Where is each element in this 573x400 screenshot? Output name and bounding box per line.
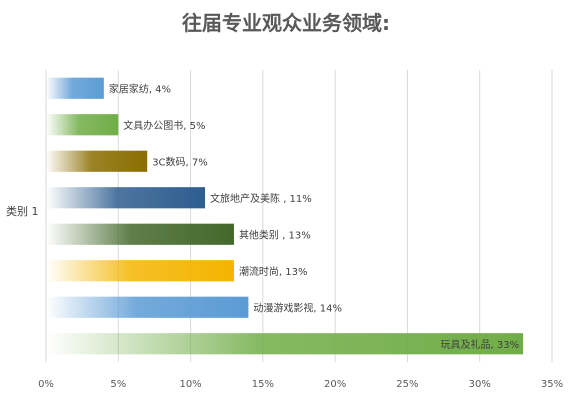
data-label: 文旅地产及美陈 , 11% xyxy=(210,192,312,205)
x-tick-label: 0% xyxy=(38,379,54,390)
x-axis-ticks: 0% 5% 10% 15% 20% 25% 30% 35% xyxy=(38,379,563,390)
gridlines xyxy=(45,70,553,362)
data-label: 文具办公图书, 5% xyxy=(123,119,205,132)
data-label: 家居家纺, 4% xyxy=(109,82,171,95)
data-labels: 家居家纺, 4% 文具办公图书, 5% 3C数码, 7% 文旅地产及美陈 , 11% 其… xyxy=(109,82,519,351)
bars xyxy=(46,77,524,355)
category-axis-label: 类别 1 xyxy=(6,204,39,218)
bar xyxy=(46,77,104,99)
bar xyxy=(46,333,524,355)
x-tick-label: 15% xyxy=(252,379,274,390)
data-label: 其他类别 , 13% xyxy=(239,228,311,241)
x-tick-label: 20% xyxy=(324,379,346,390)
x-tick-label: 35% xyxy=(541,379,563,390)
x-tick-label: 10% xyxy=(179,379,201,390)
bar xyxy=(46,296,249,318)
bar xyxy=(46,150,148,172)
data-label: 潮流时尚, 13% xyxy=(239,265,308,278)
x-tick-label: 30% xyxy=(469,379,491,390)
chart-title: 往届专业观众业务领域: xyxy=(182,11,390,35)
data-label: 玩具及礼品, 33% xyxy=(440,338,519,351)
bar xyxy=(46,187,206,209)
data-label: 3C数码, 7% xyxy=(152,155,208,168)
data-label: 动漫游戏影视, 14% xyxy=(253,301,342,314)
bar xyxy=(46,223,234,245)
x-tick-label: 5% xyxy=(110,379,126,390)
x-tick-label: 25% xyxy=(396,379,418,390)
bar xyxy=(46,260,234,282)
bar xyxy=(46,114,119,136)
